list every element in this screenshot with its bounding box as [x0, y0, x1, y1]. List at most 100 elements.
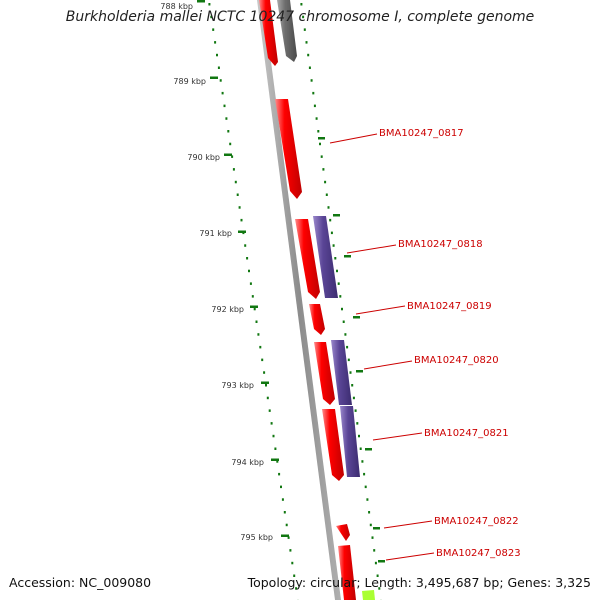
accession-label: Accession:	[9, 575, 76, 590]
green-feature[interactable]	[362, 590, 375, 600]
gene-label-text[interactable]: BMA10247_0819	[407, 301, 492, 312]
gene-label-text[interactable]: BMA10247_0821	[424, 428, 509, 439]
genes-value: 3,325	[555, 575, 591, 590]
ruler-dot	[354, 409, 357, 412]
ruler-dot	[310, 79, 313, 82]
cds-arrow-0819[interactable]	[309, 304, 325, 335]
tick-label: 793 kbp	[221, 381, 254, 390]
blast-hit-0820[interactable]	[331, 340, 352, 405]
ruler-dot	[287, 536, 290, 539]
sequence-backbone	[257, 0, 341, 600]
ruler-dot	[308, 66, 311, 69]
gene-label-text[interactable]: BMA10247_0822	[434, 516, 519, 527]
ruler-dot	[221, 91, 224, 95]
ruler-dot	[238, 206, 241, 209]
ruler-dot	[223, 104, 226, 108]
cds-arrow-0821[interactable]	[322, 409, 344, 481]
ruler-tracks	[208, 3, 385, 600]
ruler-dot	[339, 295, 342, 298]
ruler-dot	[270, 422, 273, 425]
tick-label: 791 kbp	[199, 229, 232, 238]
blast-hit-0821[interactable]	[340, 406, 360, 477]
ruler-dot	[366, 498, 369, 501]
cds-arrow-0820[interactable]	[314, 342, 335, 405]
ruler-dot	[285, 523, 288, 527]
gene-label-0822: BMA10247_0822	[383, 516, 519, 529]
accession-info: Accession: NC_009080	[9, 575, 151, 590]
ruler-dot	[359, 447, 362, 450]
cds-arrow-0823[interactable]	[338, 545, 356, 600]
ruler-dot	[303, 28, 306, 31]
tick-795: 795 kbp	[240, 533, 289, 542]
cds-arrow-0817[interactable]	[275, 99, 302, 199]
ruler-dot	[378, 587, 381, 590]
ruler-dot	[346, 345, 349, 349]
ruler-dot	[229, 142, 232, 146]
ruler-dash	[373, 527, 380, 530]
gene-label-text[interactable]: BMA10247_0820	[414, 355, 499, 366]
ruler-dot	[212, 28, 215, 31]
tick-label: 790 kbp	[187, 153, 220, 162]
ruler-dot	[376, 574, 379, 577]
genes-label: Genes:	[507, 575, 552, 590]
ruler-dot	[334, 257, 337, 260]
ruler-dot	[341, 307, 343, 311]
ruler-dot	[249, 282, 252, 285]
ruler-dot	[246, 257, 249, 260]
tick-792: 792 kbp	[211, 305, 258, 314]
ruler-dash	[333, 214, 340, 217]
ruler-dot	[307, 53, 310, 57]
ruler-dot	[293, 574, 296, 577]
tick-788: 788 kbp	[160, 0, 205, 11]
tick-label: 789 kbp	[173, 77, 206, 86]
tick-label: 795 kbp	[240, 533, 273, 542]
ruler-dot	[210, 15, 213, 19]
ruler-dot	[319, 142, 321, 146]
ruler-dot	[263, 371, 266, 374]
cds-arrow-0822[interactable]	[336, 524, 350, 541]
ruler-dot	[324, 180, 327, 184]
ruler-dot	[317, 130, 320, 133]
ruler-dot	[358, 434, 360, 438]
ruler-dot	[313, 104, 316, 108]
ruler-dot	[214, 41, 217, 44]
feature-track	[259, 0, 375, 600]
gene-label-text[interactable]: BMA10247_0818	[398, 239, 483, 250]
tick-791: 791 kbp	[199, 229, 246, 238]
cds-arrow-partial[interactable]	[259, 0, 278, 66]
cds-arrow-0818[interactable]	[295, 219, 320, 299]
ruler-dot	[356, 422, 359, 425]
ruler-dash	[356, 370, 363, 373]
topology-label: Topology:	[247, 575, 307, 590]
gene-label-0820: BMA10247_0820	[363, 355, 499, 370]
ruler-dot	[227, 130, 230, 133]
blast-hit-0818[interactable]	[313, 216, 338, 298]
ruler-dot	[266, 396, 269, 400]
ruler-dot	[305, 41, 308, 44]
ruler-dot	[344, 333, 347, 336]
ruler-dot	[347, 358, 350, 362]
accession-value: NC_009080	[79, 575, 152, 590]
ruler-dot	[289, 549, 292, 552]
gene-label-0819: BMA10247_0819	[355, 301, 492, 315]
grey-feature-arrow[interactable]	[277, 0, 297, 62]
ruler-dot	[234, 180, 237, 184]
gene-label-0821: BMA10247_0821	[372, 428, 509, 441]
ruler-dot	[327, 206, 330, 209]
ruler-dot	[236, 193, 239, 196]
ruler-dot	[369, 523, 372, 527]
ruler-dot	[329, 218, 332, 222]
ruler-dot	[208, 3, 211, 6]
ruler-dot	[374, 561, 377, 565]
ruler-dot	[371, 536, 374, 539]
ruler-dot	[251, 295, 254, 298]
ruler-track-right	[300, 3, 382, 600]
ruler-dot	[322, 168, 325, 171]
ruler-dot	[325, 193, 328, 196]
ruler-dot	[225, 117, 228, 120]
ruler-dot	[259, 345, 262, 349]
length-value: 3,495,687 bp	[415, 575, 500, 590]
ruler-dot	[302, 15, 305, 19]
gene-label-text[interactable]: BMA10247_0817	[379, 128, 464, 139]
gene-label-text[interactable]: BMA10247_0823	[436, 548, 521, 559]
